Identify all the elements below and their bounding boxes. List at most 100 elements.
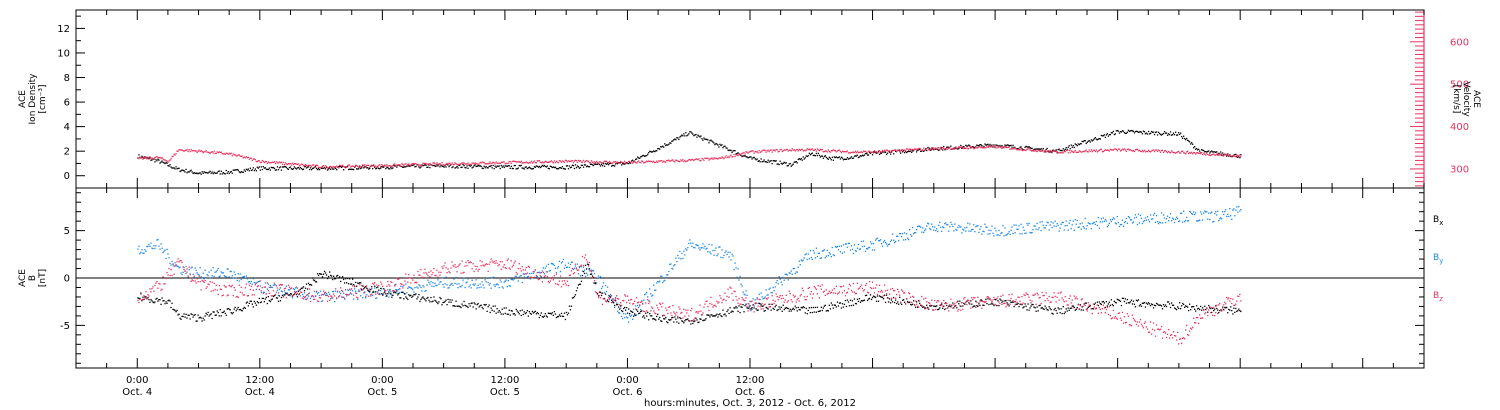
data-point xyxy=(864,153,867,155)
data-point xyxy=(433,268,435,270)
data-point xyxy=(402,285,404,287)
data-point xyxy=(850,245,853,247)
data-point xyxy=(535,274,537,277)
data-point xyxy=(403,284,405,286)
data-point xyxy=(940,304,942,307)
data-point xyxy=(1129,149,1132,151)
data-point xyxy=(1232,154,1234,157)
data-point xyxy=(598,161,601,163)
data-point xyxy=(691,158,693,160)
data-point xyxy=(871,296,874,299)
data-point xyxy=(908,238,910,241)
data-point xyxy=(816,148,818,150)
data-point xyxy=(1096,301,1098,303)
data-point xyxy=(422,296,424,298)
data-point xyxy=(154,157,156,159)
data-point xyxy=(604,162,607,165)
data-point xyxy=(738,279,740,281)
data-point xyxy=(247,281,249,283)
data-point xyxy=(1105,134,1107,136)
data-point xyxy=(302,295,305,297)
data-point xyxy=(351,288,353,290)
data-point xyxy=(1007,144,1009,146)
data-point xyxy=(918,300,920,302)
data-point xyxy=(1065,147,1067,149)
data-point xyxy=(929,227,931,230)
data-point xyxy=(1164,150,1167,152)
data-point xyxy=(882,241,885,243)
data-point xyxy=(701,138,703,140)
data-point xyxy=(1207,150,1209,153)
data-point xyxy=(736,307,738,309)
data-point xyxy=(913,232,915,235)
right-y-tick-label: 300 xyxy=(1450,164,1469,175)
data-point xyxy=(283,163,286,166)
data-point xyxy=(598,277,601,279)
data-point xyxy=(1132,300,1135,302)
data-point xyxy=(573,167,576,170)
data-point xyxy=(453,163,455,166)
data-point xyxy=(269,162,271,164)
data-point xyxy=(956,229,958,231)
data-point xyxy=(748,305,750,307)
data-point xyxy=(379,168,381,170)
data-point xyxy=(342,276,344,278)
data-point xyxy=(1005,145,1007,147)
data-point xyxy=(515,275,517,278)
data-point xyxy=(1187,306,1189,308)
data-point xyxy=(301,293,304,296)
data-point xyxy=(575,290,578,292)
data-point xyxy=(436,269,438,271)
data-point xyxy=(520,274,522,277)
data-point xyxy=(260,292,262,294)
data-point xyxy=(886,149,889,151)
data-point xyxy=(1150,303,1153,305)
data-point xyxy=(594,161,597,164)
data-point xyxy=(178,261,180,263)
data-point xyxy=(656,160,658,162)
data-point xyxy=(726,156,728,159)
data-point xyxy=(950,148,952,151)
data-point xyxy=(919,148,921,151)
data-point xyxy=(912,303,914,305)
data-point xyxy=(307,282,310,284)
data-point xyxy=(646,154,648,157)
data-point xyxy=(1059,312,1061,314)
data-point xyxy=(317,300,320,302)
data-point xyxy=(1183,210,1185,212)
data-point xyxy=(601,292,604,294)
data-point xyxy=(979,145,981,148)
data-point xyxy=(159,248,161,250)
data-point xyxy=(317,168,320,170)
data-point xyxy=(299,295,302,297)
data-point xyxy=(629,312,631,315)
data-point xyxy=(579,275,582,277)
data-point xyxy=(812,154,814,157)
data-point xyxy=(968,148,970,150)
data-point xyxy=(1172,218,1175,220)
data-point xyxy=(885,149,888,151)
data-point xyxy=(725,147,727,149)
data-point xyxy=(511,310,513,312)
data-point xyxy=(1047,309,1049,311)
data-point xyxy=(688,242,690,245)
data-point xyxy=(1153,150,1156,153)
data-point xyxy=(429,162,431,165)
data-point xyxy=(522,313,524,316)
data-point xyxy=(613,161,615,163)
data-point xyxy=(173,273,175,275)
data-point xyxy=(262,291,264,293)
data-point xyxy=(216,172,218,174)
data-point xyxy=(288,166,291,169)
data-point xyxy=(1108,222,1110,224)
data-point xyxy=(335,290,337,292)
data-point xyxy=(782,162,784,164)
data-point xyxy=(419,274,421,276)
data-point xyxy=(182,271,184,273)
data-point xyxy=(181,261,183,264)
data-point xyxy=(843,251,846,253)
data-point xyxy=(639,312,641,314)
data-point xyxy=(647,161,649,163)
data-point xyxy=(536,160,538,162)
data-point xyxy=(811,311,813,314)
